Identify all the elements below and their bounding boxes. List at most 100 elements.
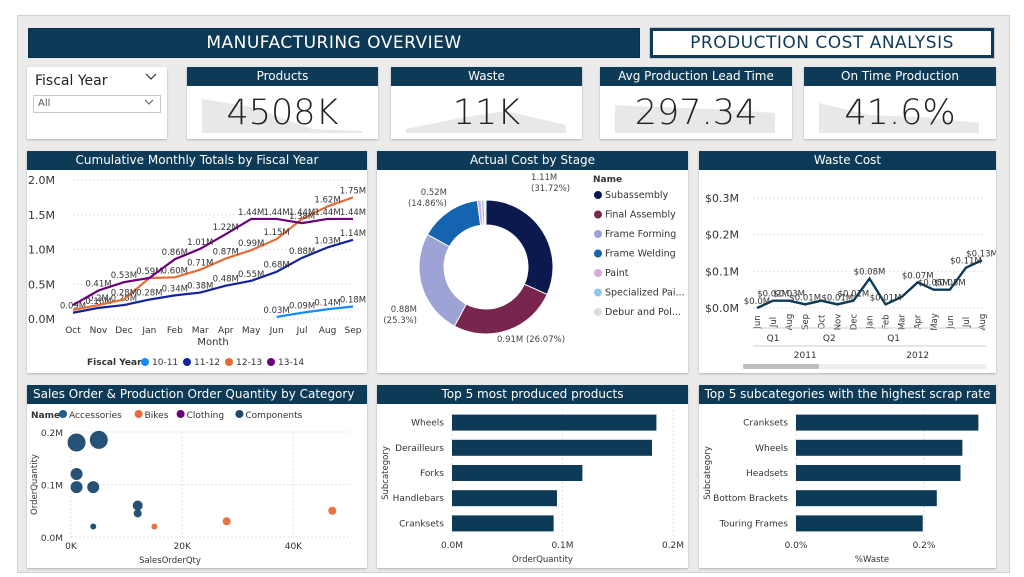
fiscal-year-slicer: Fiscal Year All bbox=[27, 67, 167, 139]
data-label: 0.68M bbox=[264, 261, 290, 271]
x-axis-label: Month bbox=[197, 337, 228, 348]
legend-item: 11-12 bbox=[194, 358, 220, 368]
scatter-point-Components bbox=[67, 433, 86, 452]
actual-cost-chart-card: Actual Cost by Stage 1.11M (31.72%) 0.91M … bbox=[377, 151, 688, 373]
y-tick-label: 1.5M bbox=[28, 209, 55, 222]
legend-marker bbox=[594, 269, 602, 277]
scatter-point-Components bbox=[89, 430, 108, 449]
legend-item: Paint bbox=[605, 268, 629, 279]
x-tick-label: Jun bbox=[753, 315, 763, 329]
data-label: $0.01M bbox=[870, 293, 902, 303]
x-tick-label: Mar bbox=[192, 326, 209, 336]
y-tick-label: Headsets bbox=[746, 469, 788, 479]
legend-item: 13-14 bbox=[278, 358, 304, 368]
data-label: 1.44M bbox=[314, 208, 340, 218]
x-tick-label: May bbox=[930, 313, 940, 331]
y-tick-label: Cranksets bbox=[399, 519, 444, 529]
x-tick-label: Sep bbox=[801, 314, 811, 330]
data-label: 0.53M bbox=[111, 271, 137, 281]
x-tick-label: 0.0M bbox=[441, 541, 463, 551]
scatter-point-Bikes bbox=[222, 517, 231, 526]
legend-marker bbox=[134, 410, 143, 418]
data-label: $0.02M bbox=[757, 290, 789, 300]
data-label: 1.44M bbox=[340, 208, 366, 218]
legend-marker bbox=[225, 358, 233, 366]
kpi-value: 4508K bbox=[226, 93, 339, 133]
series-line-13-14 bbox=[72, 217, 353, 307]
scatter-point-Components bbox=[70, 468, 83, 480]
waste-cost-chart: $0.0M$0.1M$0.2M$0.3M$0.0M$0.02M$0.03M$0.… bbox=[705, 192, 996, 369]
data-label: $0.01M bbox=[789, 293, 821, 303]
kpi-title: On Time Production bbox=[804, 67, 996, 86]
bar-wheels bbox=[452, 414, 657, 431]
legend-item: Components bbox=[245, 411, 302, 421]
y-tick-label: 0.5M bbox=[28, 278, 55, 291]
data-label: 0.55M bbox=[238, 270, 264, 280]
y-tick-label: $0.0M bbox=[705, 302, 739, 315]
y-axis-label: OrderQuantity bbox=[30, 454, 40, 515]
data-label: $0.01M bbox=[822, 293, 854, 303]
x-tick-label: Oct bbox=[65, 326, 81, 336]
data-label: 1.75M bbox=[340, 186, 366, 196]
bar-bottom-brackets bbox=[796, 490, 937, 507]
y-tick-label: 2.0M bbox=[28, 174, 55, 187]
donut-slice-Subassembly bbox=[485, 199, 554, 296]
kpi-card-products: Products 4508K bbox=[187, 67, 378, 139]
legend-item: 10-11 bbox=[152, 358, 178, 368]
legend-item: 12-13 bbox=[236, 358, 262, 368]
x-tick-label: Feb bbox=[167, 326, 183, 336]
bar-touring-frames bbox=[796, 515, 923, 532]
kpi-sparkline bbox=[615, 105, 775, 133]
legend-item: Clothing bbox=[187, 411, 224, 421]
y-tick-label: Handlebars bbox=[393, 494, 445, 504]
data-label: 0.60M bbox=[162, 266, 188, 276]
legend-marker bbox=[59, 410, 67, 418]
chart-title: Actual Cost by Stage bbox=[377, 151, 688, 170]
x-tick-label: Oct bbox=[817, 314, 827, 329]
x-tick-label: 0K bbox=[65, 542, 78, 552]
chevron-down-icon[interactable] bbox=[145, 73, 157, 84]
x-tick-label: Aug bbox=[319, 326, 337, 336]
y-axis-label: Subcategory bbox=[703, 446, 713, 500]
slice-label: (25.3%) bbox=[383, 316, 417, 326]
year-label: 2012 bbox=[906, 351, 929, 361]
x-tick-label: Apr bbox=[218, 326, 234, 336]
kpi-value: 41.6% bbox=[844, 93, 956, 133]
data-label: $0.03M bbox=[773, 290, 805, 300]
legend-item: Frame Forming bbox=[605, 229, 676, 240]
tab-production-cost-analysis[interactable]: PRODUCTION COST ANALYSIS bbox=[649, 27, 995, 59]
x-tick-label: Jun bbox=[269, 326, 284, 336]
kpi-card-lead-time: Avg Production Lead Time 297.34 bbox=[600, 67, 792, 139]
data-label: 1.62M bbox=[314, 195, 340, 205]
x-tick-label: Jan bbox=[141, 326, 156, 336]
scatter-point-Bikes bbox=[151, 523, 158, 530]
legend-marker bbox=[594, 230, 602, 238]
data-label: 1.03M bbox=[314, 236, 340, 246]
slice-label: (31.72%) bbox=[531, 184, 570, 194]
x-tick-label: Jul bbox=[962, 317, 972, 328]
data-label: 0.71M bbox=[187, 259, 213, 269]
data-label: 0.88M bbox=[289, 247, 315, 257]
y-tick-label: Derailleurs bbox=[395, 444, 444, 454]
legend-title: Name bbox=[31, 411, 60, 421]
slice-label: 0.91M (26.07%) bbox=[497, 335, 565, 345]
data-label: 1.44M bbox=[289, 208, 315, 218]
quarter-label: Q1 bbox=[767, 334, 780, 344]
bar-cranksets bbox=[796, 414, 979, 431]
data-label: 0.09M bbox=[289, 302, 315, 312]
data-label: 0.16M bbox=[85, 297, 111, 307]
scrollbar-thumb[interactable] bbox=[743, 364, 819, 369]
bar-derailleurs bbox=[452, 439, 653, 456]
data-label: 1.01M bbox=[187, 238, 213, 248]
data-label: 0.2M bbox=[88, 294, 109, 304]
data-label: 1.22M bbox=[213, 223, 239, 233]
top-products-chart: 0.0M 0.1M 0.2M Wheels Derailleurs Forks Handle… bbox=[381, 410, 684, 565]
y-tick-label: $0.3M bbox=[705, 192, 739, 205]
legend-marker bbox=[594, 210, 602, 219]
x-tick-label: Jan bbox=[866, 315, 876, 329]
series-line-waste-cost bbox=[756, 259, 983, 310]
data-label: 0.28M bbox=[111, 289, 137, 299]
slicer-dropdown[interactable]: All bbox=[33, 95, 161, 113]
data-label: 0.48M bbox=[213, 275, 239, 285]
legend-item: Bikes bbox=[145, 411, 169, 421]
